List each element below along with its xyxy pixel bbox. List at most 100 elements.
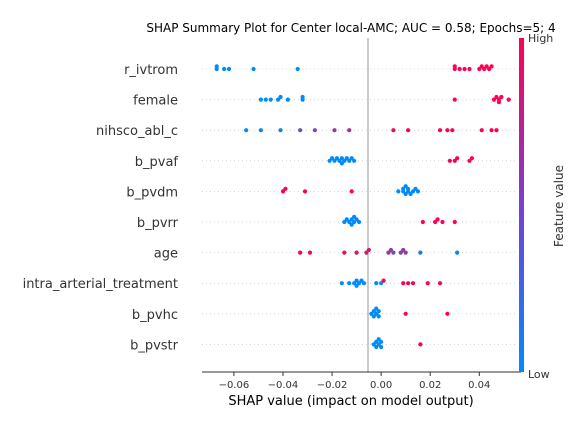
- shap-point: [418, 342, 423, 347]
- row-gridlines: [202, 68, 517, 345]
- x-tick-label: −0.04: [268, 380, 299, 391]
- shap-point: [447, 158, 452, 163]
- shap-point: [263, 97, 268, 102]
- shap-point: [506, 97, 511, 102]
- feature-label: b_pvaf: [135, 155, 179, 170]
- shap-point: [300, 94, 305, 100]
- shap-point: [396, 189, 401, 194]
- colorbar: High Low Feature value: [519, 32, 566, 381]
- shap-point: [258, 97, 263, 102]
- shap-point: [285, 97, 290, 102]
- shap-point: [415, 189, 421, 194]
- shap-point: [391, 250, 396, 255]
- shap-point: [366, 247, 371, 253]
- feature-label: female: [133, 94, 178, 109]
- shap-point: [403, 250, 408, 255]
- x-tick-label: −0.02: [317, 380, 348, 391]
- feature-label: intra_arterial_treatment: [23, 277, 178, 292]
- shap-point: [410, 281, 416, 286]
- shap-point: [278, 94, 283, 100]
- shap-point: [295, 66, 300, 72]
- shap-point: [455, 250, 460, 255]
- shap-point: [489, 64, 494, 69]
- colorbar-low-label: Low: [528, 368, 550, 381]
- shap-point: [403, 311, 408, 316]
- shap-point: [462, 66, 467, 72]
- shap-point: [376, 309, 381, 314]
- shap-point: [437, 128, 443, 133]
- shap-point: [379, 339, 384, 344]
- shap-point: [445, 128, 450, 133]
- shap-point: [258, 128, 263, 133]
- shap-point: [401, 281, 406, 286]
- shap-point: [298, 128, 303, 133]
- colorbar-label: Feature value: [552, 165, 566, 247]
- shap-point: [391, 128, 396, 133]
- shap-point: [347, 128, 352, 133]
- shap-point: [452, 97, 457, 102]
- shap-point: [489, 128, 494, 133]
- shap-point: [302, 189, 308, 194]
- shap-point: [221, 66, 227, 72]
- shap-point: [349, 189, 354, 194]
- shap-point: [339, 281, 344, 286]
- x-tick-label: 0.04: [468, 380, 490, 391]
- shap-point: [298, 250, 303, 255]
- shap-point: [381, 278, 386, 283]
- shap-point: [342, 250, 347, 255]
- shap-point: [452, 219, 457, 225]
- shap-point: [494, 128, 499, 133]
- shap-point: [445, 311, 450, 316]
- shap-point: [307, 250, 313, 255]
- shap-point: [435, 217, 440, 222]
- shap-point: [283, 186, 288, 191]
- feature-label: nihsco_abl_c: [96, 124, 178, 139]
- shap-point: [251, 66, 256, 72]
- shap-point: [450, 128, 455, 133]
- feature-label: b_pvrr: [137, 216, 179, 231]
- shap-point: [376, 314, 381, 319]
- shap-point: [420, 219, 425, 225]
- feature-label: b_pvdm: [126, 185, 178, 200]
- shap-point: [226, 66, 232, 72]
- shap-point: [347, 281, 352, 286]
- shap-point: [499, 94, 504, 100]
- shap-point: [406, 128, 411, 133]
- shap-point: [496, 100, 502, 105]
- x-tick-label: 0.00: [370, 380, 392, 391]
- x-tick-label: −0.06: [219, 380, 250, 391]
- shap-point: [214, 64, 219, 69]
- shap-point: [418, 250, 423, 255]
- shap-point: [440, 219, 445, 225]
- shap-point: [406, 186, 411, 191]
- shap-point: [354, 250, 359, 255]
- shap-point: [425, 281, 430, 286]
- chart-title: SHAP Summary Plot for Center local-AMC; …: [146, 21, 555, 35]
- shap-point: [455, 156, 460, 161]
- shap-point: [469, 156, 475, 161]
- colorbar-gradient: [519, 38, 524, 372]
- shap-point: [457, 66, 462, 72]
- feature-label: age: [154, 247, 178, 262]
- shap-point: [356, 219, 362, 225]
- shap-point: [374, 281, 379, 286]
- x-axis-ticks: −0.06 −0.04 −0.02 0.00 0.02 0.04: [219, 372, 490, 391]
- x-axis-label: SHAP value (impact on model output): [228, 394, 473, 409]
- x-tick-label: 0.02: [419, 380, 441, 391]
- shap-point: [361, 281, 367, 286]
- shap-point: [244, 128, 249, 133]
- feature-label: b_pvstr: [130, 338, 179, 353]
- shap-point: [312, 128, 317, 133]
- shap-point: [452, 64, 457, 69]
- shap-point: [437, 281, 443, 286]
- feature-label: r_ivtrom: [124, 63, 178, 78]
- shap-point: [352, 158, 357, 163]
- shap-point: [479, 128, 484, 133]
- shap-point: [268, 97, 273, 102]
- feature-label: b_pvhc: [132, 308, 178, 323]
- shap-point: [467, 66, 472, 72]
- shap-point: [278, 128, 283, 133]
- colorbar-high-label: High: [528, 32, 553, 45]
